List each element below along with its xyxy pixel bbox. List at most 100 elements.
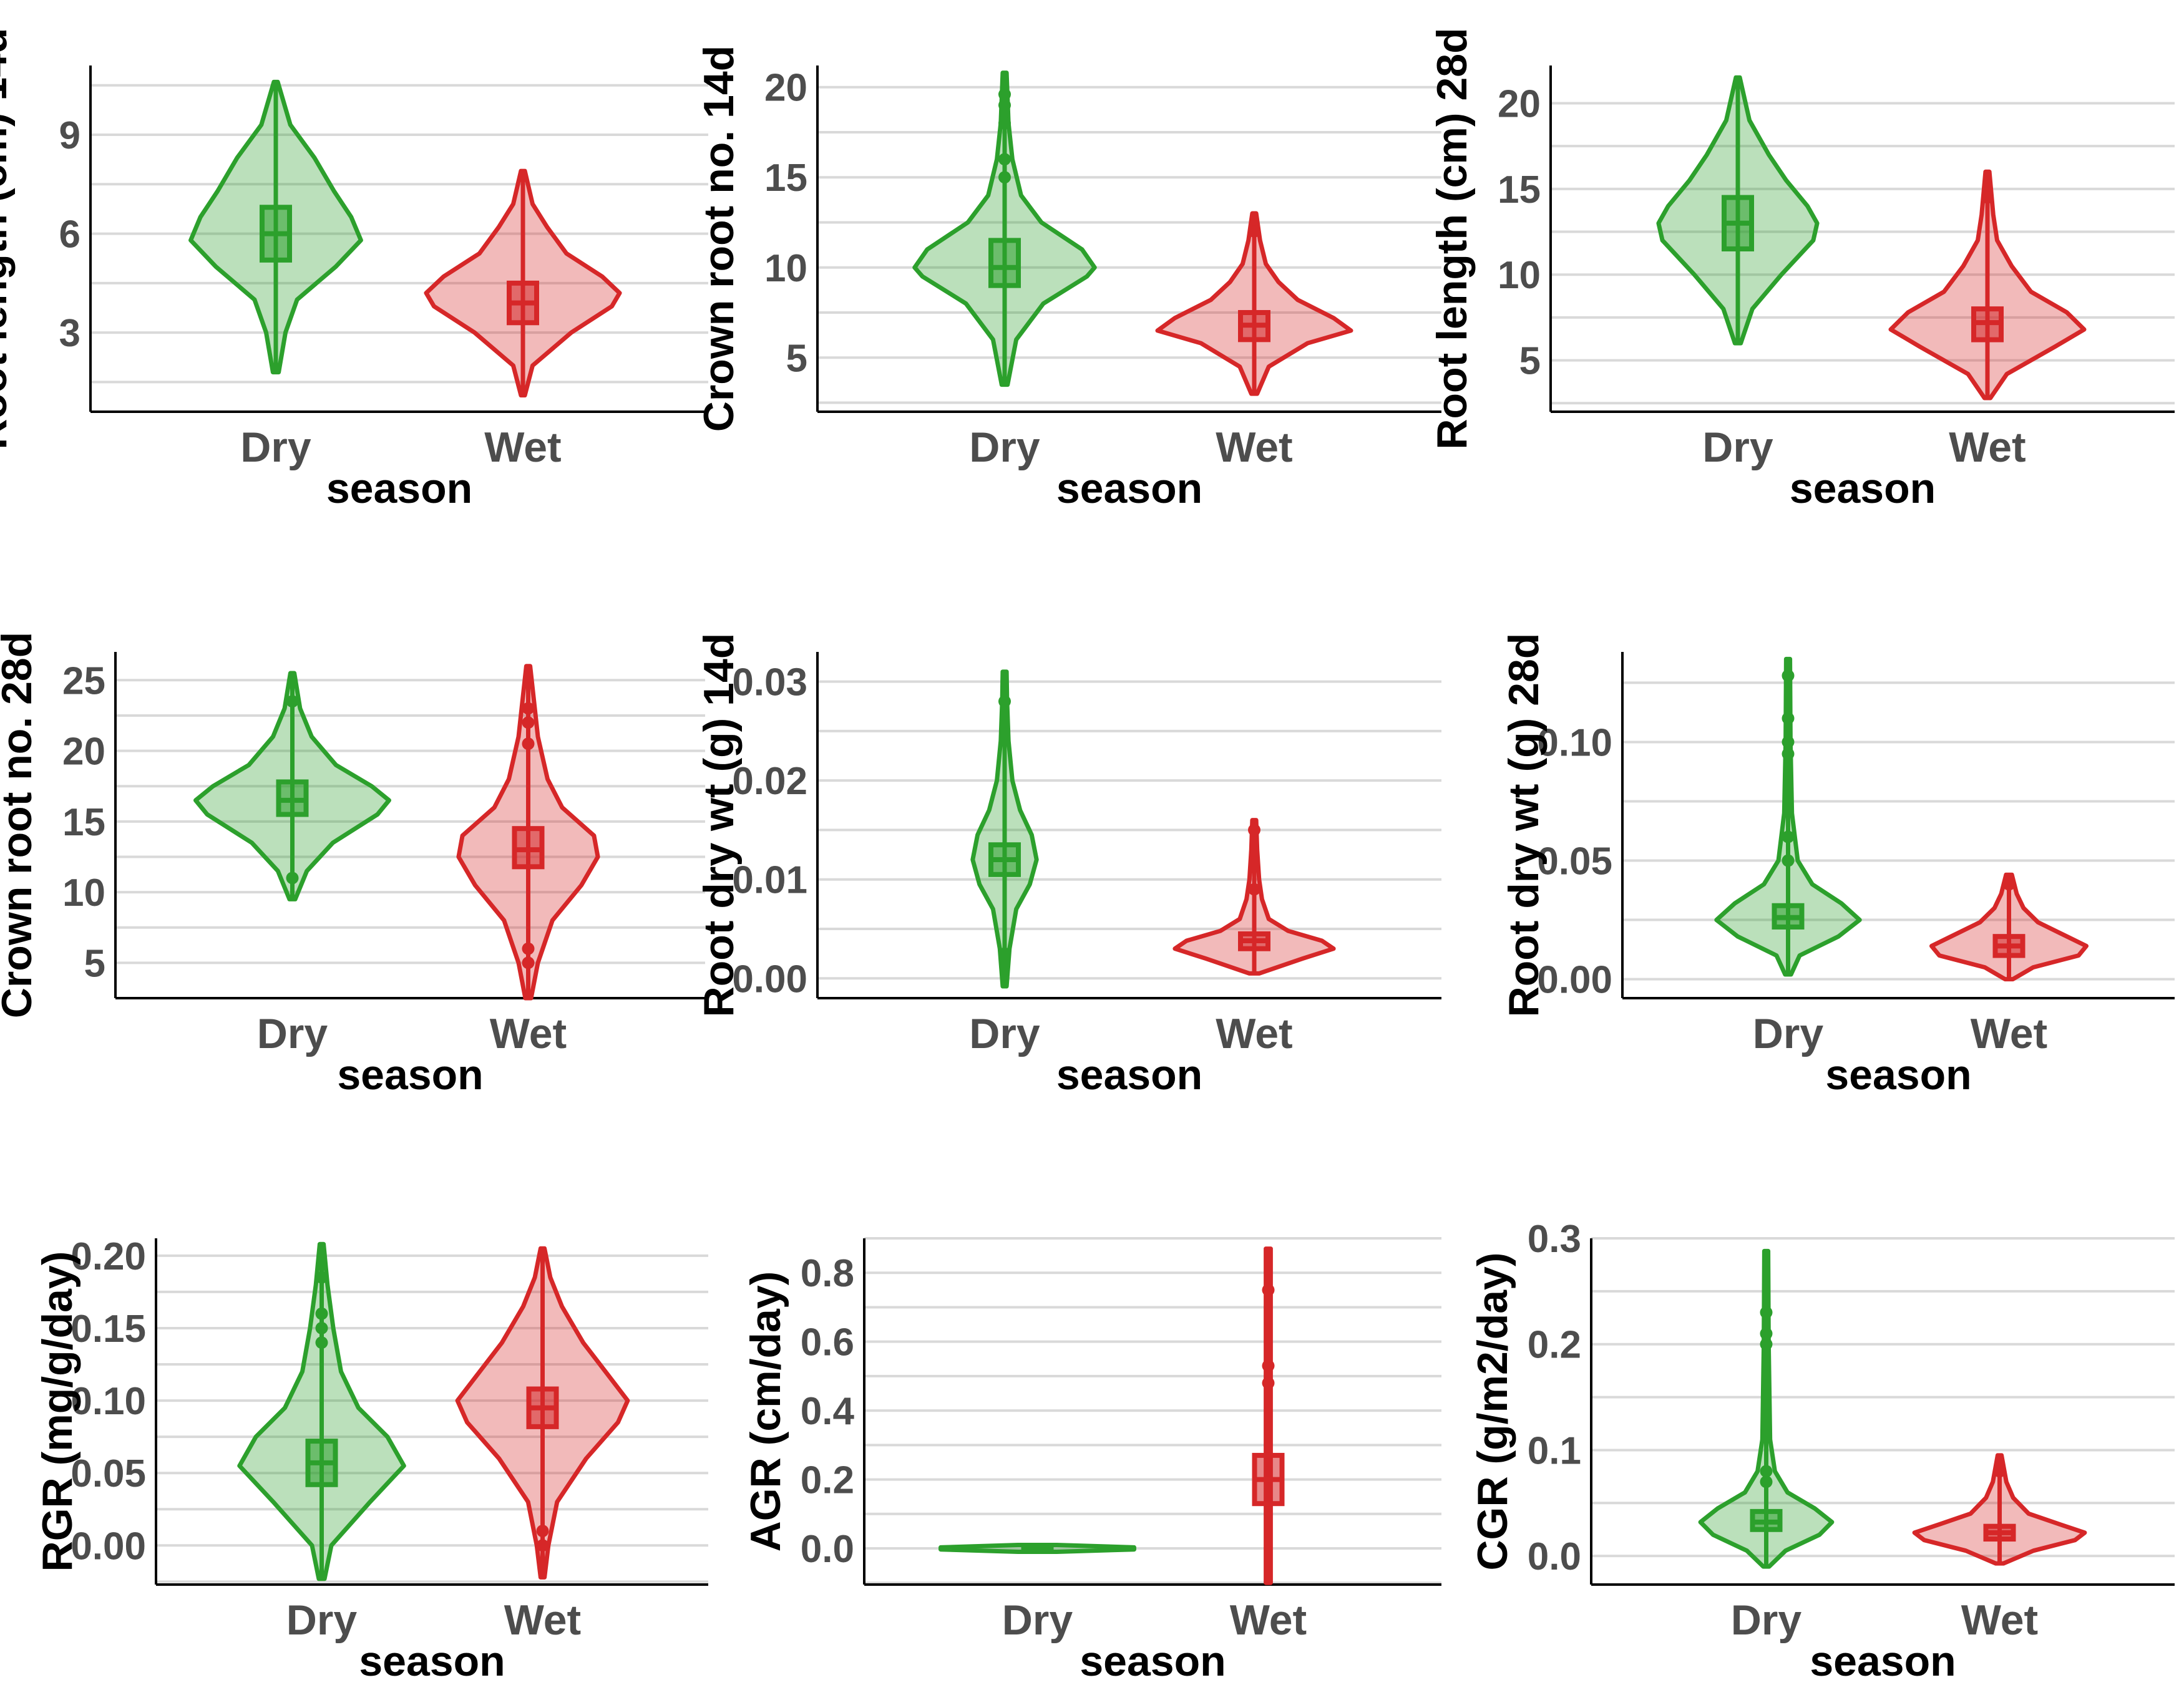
outlier-point [1248,823,1260,837]
x-tick-label: Dry [286,1596,358,1644]
y-tick-label: 15 [764,157,807,200]
y-tick-label: 0.00 [1537,959,1612,1002]
y-tick-label: 0.01 [732,859,807,902]
x-axis-title: season [337,1051,483,1099]
y-tick-label: 10 [764,247,807,290]
outlier-point [315,1307,328,1320]
x-axis-title: season [1080,1638,1226,1685]
y-tick-label: 0.6 [801,1321,854,1364]
x-axis-title: season [1056,465,1202,512]
y-tick-label: 0.10 [1537,721,1612,764]
y-tick-label: 0.1 [1528,1429,1581,1472]
y-tick-label: 0.03 [732,661,807,704]
outlier-point [2002,878,2016,891]
y-tick-label: 15 [1498,168,1541,211]
y-tick-label: 0.3 [1528,1218,1581,1261]
outlier-point [998,117,1011,130]
x-tick-label: Dry [240,424,311,471]
y-tick-label: 0.02 [732,760,807,803]
outlier-point [522,942,535,955]
y-axis-title: Crown root no. 28d [0,632,41,1019]
outlier-point [1782,854,1795,867]
x-tick-label: Dry [969,1010,1040,1057]
outlier-point [1760,1475,1773,1488]
y-axis-title: AGR (cm/day) [742,1271,789,1552]
y-tick-label: 5 [786,337,807,380]
outlier-point [522,737,535,750]
outlier-point [998,88,1011,101]
x-axis-title: season [1056,1051,1202,1099]
y-tick-label: 25 [62,659,105,702]
outlier-point [1981,191,1994,204]
outlier-point [1993,1465,2006,1478]
y-tick-label: 0.05 [1537,840,1612,883]
outlier-point [998,695,1011,708]
outlier-point [1760,1465,1773,1478]
x-tick-label: Wet [1230,1596,1307,1644]
outlier-point [998,99,1011,112]
y-tick-label: 0.2 [1528,1324,1581,1367]
y-tick-label: 10 [62,872,105,915]
outlier-point [522,716,535,729]
y-tick-label: 0.15 [71,1308,146,1351]
y-tick-label: 0.4 [801,1390,855,1433]
y-tick-label: 0.20 [71,1235,146,1278]
x-tick-label: Dry [1753,1010,1824,1057]
outlier-point [536,1539,549,1552]
x-tick-label: Dry [1731,1596,1802,1644]
x-tick-label: Wet [1216,1010,1292,1057]
y-axis-title: RGR (mg/g/day) [34,1251,81,1572]
outlier-point [315,1321,328,1334]
panel-1: 3 6 9 Root length (cm) 14d Dry Wet season [0,27,708,512]
outlier-point [522,702,535,715]
outlier-point [998,153,1011,166]
outlier-point [1262,1283,1275,1296]
x-tick-label: Wet [504,1596,581,1644]
x-tick-label: Wet [1216,424,1292,471]
outlier-point [1760,1306,1773,1319]
outlier-point [1782,736,1795,749]
x-tick-label: Dry [257,1010,328,1057]
x-tick-label: Wet [1961,1596,2038,1644]
y-axis-title: Root length (cm) 14d [0,27,16,449]
y-tick-label: 20 [1498,82,1541,125]
y-axis-title: Root length (cm) 28d [1428,27,1476,449]
outlier-point [1782,712,1795,725]
x-tick-label: Wet [1971,1010,2047,1057]
outlier-point [1782,669,1795,682]
x-axis-title: season [359,1638,505,1685]
y-tick-label: 0.0 [1528,1535,1581,1578]
y-axis-title: CGR (g/m2/day) [1469,1252,1516,1570]
x-tick-label: Dry [1002,1596,1073,1644]
x-tick-label: Wet [484,424,561,471]
panel-3: 5 10 15 20 Root length (cm) 28d Dry Wet season [1428,27,2175,512]
outlier-point [286,695,299,708]
outlier-point [998,171,1011,184]
y-tick-label: 0.00 [732,958,807,1001]
y-tick-label: 9 [59,114,80,157]
x-axis-title: season [1810,1638,1956,1685]
y-tick-label: 0.0 [801,1528,854,1571]
box-dry [988,238,1021,288]
outlier-point [1760,1327,1773,1340]
y-tick-label: 20 [62,731,105,774]
outlier-point [1248,883,1260,896]
y-axis-title: Root dry wt (g) 14d [695,633,743,1017]
y-axis-title: Crown root no. 14d [695,46,743,432]
outlier-point [315,1336,328,1349]
y-tick-label: 10 [1498,254,1541,297]
outlier-point [536,1525,549,1538]
x-tick-label: Dry [1702,424,1773,471]
x-axis-title: season [1790,465,1936,512]
outlier-point [1782,830,1795,843]
y-tick-label: 0.10 [71,1380,146,1423]
outlier-point [1760,1338,1773,1351]
x-tick-label: Wet [490,1010,567,1057]
outlier-point [1782,747,1795,760]
